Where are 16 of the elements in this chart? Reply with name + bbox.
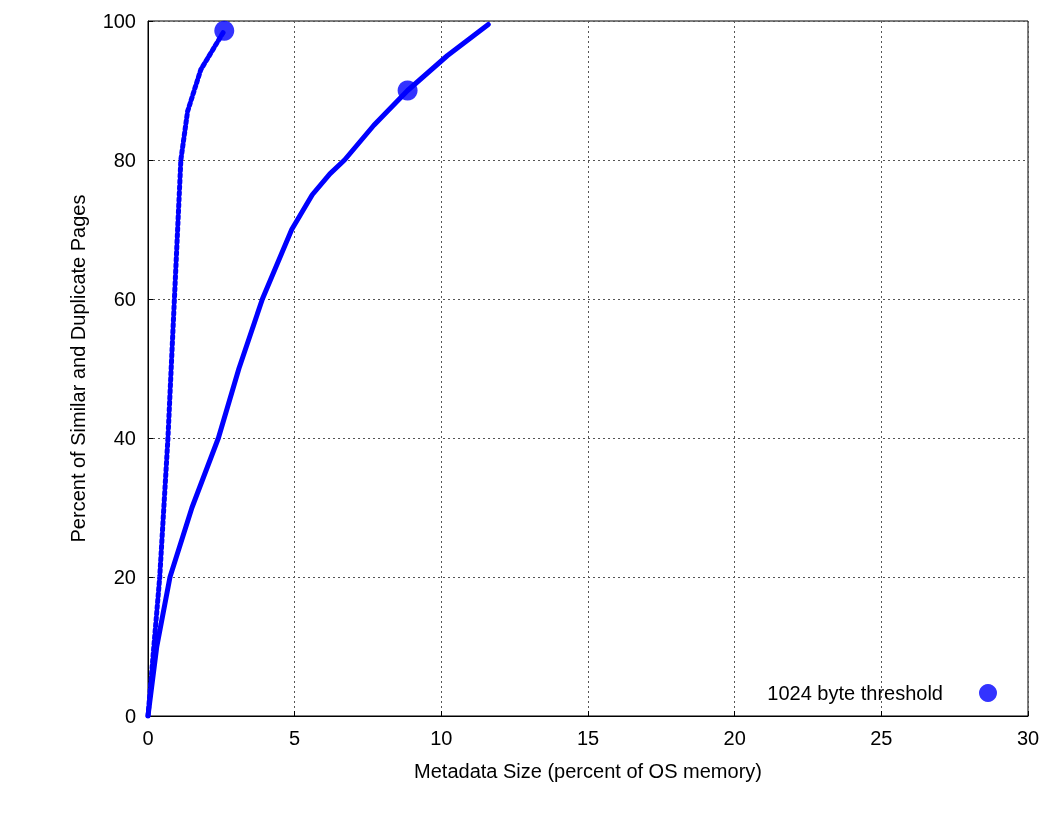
y-tick-label: 80 [113, 149, 136, 171]
x-tick-label: 5 [289, 727, 301, 749]
x-tick-label: 10 [430, 727, 453, 749]
x-tick-label: 20 [723, 727, 746, 749]
legend-label: 1024 byte threshold [767, 682, 943, 704]
x-axis-title: Metadata Size (percent of OS memory) [414, 760, 762, 782]
y-tick-label: 60 [113, 288, 136, 310]
x-tick-label: 0 [142, 727, 154, 749]
x-tick-label: 15 [576, 727, 600, 749]
y-tick-label: 0 [124, 705, 136, 727]
y-tick-label: 40 [113, 427, 136, 449]
y-tick-label: 20 [113, 566, 136, 588]
y-tick-label: 100 [102, 10, 136, 32]
y-axis-title: Percent of Similar and Duplicate Pages [67, 194, 89, 543]
x-tick-label: 25 [870, 727, 893, 749]
x-tick-label: 30 [1016, 727, 1040, 749]
